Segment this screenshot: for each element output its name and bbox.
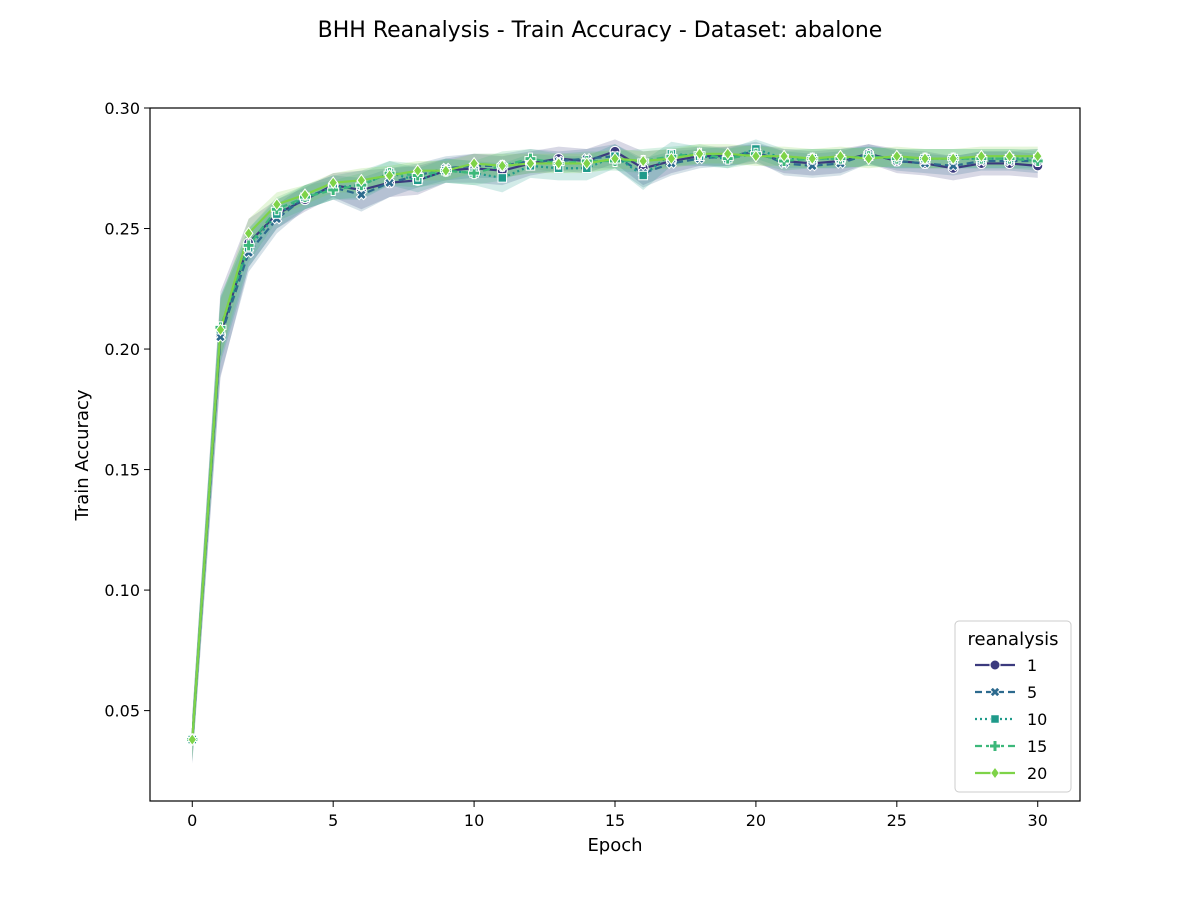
data-point-series-20 <box>469 156 479 171</box>
legend-label-10: 10 <box>1027 710 1047 729</box>
series-line-1 <box>191 150 1038 740</box>
data-point-series-20 <box>328 176 339 190</box>
data-point-series-20 <box>779 149 789 163</box>
data-point-series-15 <box>242 239 255 252</box>
legend-label-1: 1 <box>1027 656 1037 675</box>
chart-title: BHH Reanalysis - Train Accuracy - Datase… <box>318 18 883 43</box>
data-point-series-20 <box>1004 149 1015 163</box>
confidence-band-series-5 <box>192 141 1038 764</box>
data-point-series-10 <box>638 170 648 181</box>
confidence-band-series-10 <box>192 139 1038 762</box>
data-point-series-20 <box>243 226 254 240</box>
x-axis-label: Epoch <box>587 835 642 856</box>
data-point-series-20 <box>722 147 733 161</box>
legend-marker-10 <box>990 714 1000 724</box>
data-point-series-20 <box>215 323 226 337</box>
data-point-series-20 <box>863 152 874 166</box>
data-point-series-20 <box>1032 149 1043 163</box>
data-point-series-20 <box>835 149 846 163</box>
data-point-series-20 <box>441 164 451 178</box>
data-point-series-20 <box>948 152 959 166</box>
series-lines <box>191 147 1038 740</box>
x-tick-label: 25 <box>887 811 907 830</box>
data-point-series-20 <box>610 152 620 166</box>
data-point-series-20 <box>976 149 987 163</box>
confidence-band-series-20 <box>192 144 1038 762</box>
data-point-series-20 <box>271 197 282 212</box>
legend-box <box>954 620 1072 793</box>
series-markers <box>186 144 1044 747</box>
data-point-series-10 <box>497 173 508 183</box>
data-point-series-20 <box>525 156 536 171</box>
y-axis: 0.05 0.10 0.15 0.20 0.25 0.30 <box>104 99 150 721</box>
legend-label-20: 20 <box>1027 764 1047 783</box>
data-point-series-20 <box>497 159 508 173</box>
x-tick-label: 0 <box>187 811 197 830</box>
series-line-10 <box>191 147 1038 740</box>
y-tick-label: 0.30 <box>104 99 140 118</box>
y-tick-label: 0.20 <box>104 340 140 359</box>
x-tick-label: 10 <box>464 811 484 830</box>
data-point-series-15 <box>468 167 481 180</box>
y-tick-label: 0.10 <box>104 581 140 600</box>
data-point-series-20 <box>187 732 198 747</box>
series-line-15 <box>191 152 1038 740</box>
confidence-band-series-1 <box>192 139 1038 764</box>
legend-title: reanalysis <box>968 629 1059 650</box>
data-point-series-20 <box>807 152 818 166</box>
x-tick-label: 30 <box>1028 811 1048 830</box>
legend-marker-1 <box>989 659 1001 671</box>
x-tick-label: 20 <box>746 811 766 830</box>
data-point-series-20 <box>920 152 930 166</box>
legend-label-5: 5 <box>1027 683 1037 702</box>
data-point-series-20 <box>553 156 564 171</box>
data-point-series-20 <box>891 149 902 163</box>
legend-marker-15 <box>989 740 1001 752</box>
data-point-series-20 <box>300 188 310 202</box>
y-tick-label: 0.15 <box>104 461 140 480</box>
data-point-series-15 <box>327 183 340 196</box>
series-line-5 <box>191 150 1038 740</box>
legend-marker-20 <box>990 766 1000 780</box>
x-tick-label: 5 <box>328 811 338 830</box>
data-point-series-20 <box>751 149 761 163</box>
data-point-series-20 <box>412 164 423 178</box>
confidence-band-series-15 <box>192 144 1038 762</box>
data-point-series-20 <box>694 147 705 161</box>
data-point-series-20 <box>666 152 677 166</box>
legend-label-15: 15 <box>1027 737 1047 756</box>
y-tick-label: 0.05 <box>104 702 140 721</box>
y-tick-label: 0.25 <box>104 220 140 239</box>
legend-marker-5 <box>989 686 1001 698</box>
y-axis-label: Train Accuracy <box>72 389 93 521</box>
data-point-series-20 <box>581 156 592 171</box>
series-line-20 <box>191 152 1038 740</box>
confidence-bands <box>192 139 1038 764</box>
x-axis: 0 5 10 15 20 25 30 <box>187 801 1048 830</box>
x-tick-label: 15 <box>605 811 625 830</box>
data-point-series-20 <box>384 168 395 183</box>
data-point-series-20 <box>356 173 367 187</box>
data-point-series-20 <box>638 154 649 168</box>
